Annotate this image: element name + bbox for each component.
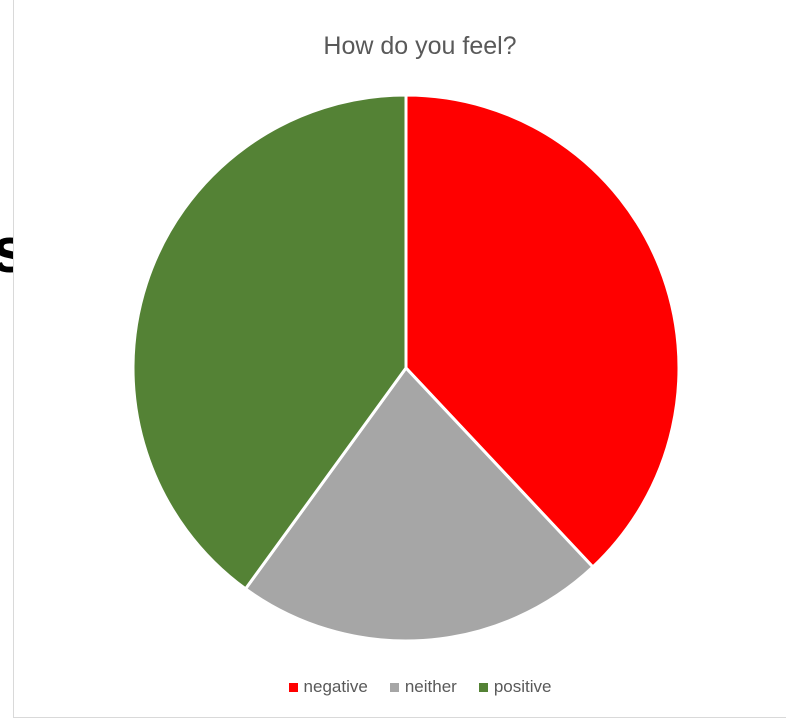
legend-item-negative: negative [288, 677, 368, 697]
legend-swatch-negative [288, 682, 298, 692]
pie-slice-neither[interactable] [244, 366, 595, 643]
legend-label-neither: neither [404, 677, 457, 696]
chart-legend: negative neither positive [14, 677, 786, 697]
legend-label-positive: positive [493, 677, 552, 696]
pie-chart [131, 93, 681, 643]
legend-swatch-neither [389, 682, 399, 692]
legend-label-negative: negative [303, 677, 368, 696]
pie-slice-negative[interactable] [404, 93, 681, 569]
chart-title: How do you feel? [323, 32, 517, 60]
pie-slice-positive[interactable] [131, 93, 408, 591]
legend-swatch-positive [478, 682, 488, 692]
legend-item-neither: neither [389, 677, 457, 697]
chart-area[interactable]: How do you feel? negative neither positive [13, 0, 786, 718]
legend-item-positive: positive [478, 677, 552, 697]
